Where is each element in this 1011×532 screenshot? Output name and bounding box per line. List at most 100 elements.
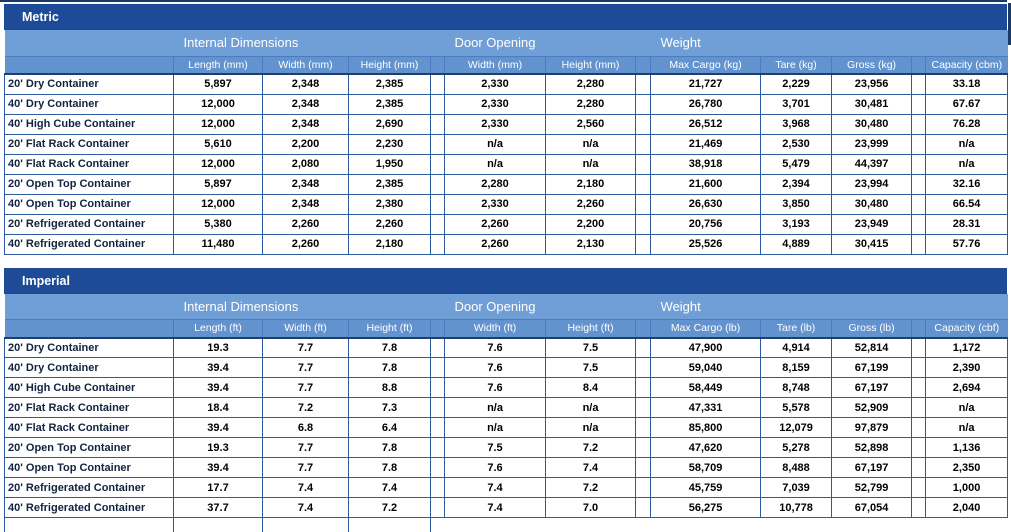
data-cell: 4,889	[760, 233, 833, 255]
column-header: Width (mm)	[444, 56, 546, 75]
table-row: 40' Refrigerated Container 11,480 2,260 2,1…	[4, 233, 1009, 255]
data-cell: 6.4	[347, 417, 432, 438]
gap-cell	[635, 437, 652, 458]
column-header-spacer	[4, 56, 174, 75]
data-cell: 2,560	[545, 113, 637, 135]
table-row: 20' Flat Rack Container 5,610 2,200 2,230 n/…	[4, 133, 1009, 155]
data-cell: 3,701	[760, 93, 833, 115]
data-cell: 11,480	[173, 233, 263, 255]
row-label: 40' High Cube Container	[4, 113, 174, 135]
table-row: 40' Dry Container 39.4 7.7 7.8 7.6 7.5 59,040 8…	[4, 357, 1009, 378]
gap-cell	[635, 457, 652, 478]
gap-cell	[635, 133, 652, 155]
group-header: Internal Dimensions	[173, 30, 431, 57]
data-cell: 7.7	[262, 377, 349, 398]
data-cell: 2,350	[925, 457, 1009, 478]
data-cell: 47,620	[650, 437, 762, 458]
data-cell: 2,394	[760, 173, 833, 195]
data-cell: 1,950	[347, 153, 432, 175]
data-cell: 38,918	[650, 153, 762, 175]
gap-cell	[911, 213, 927, 235]
data-cell: 7.8	[347, 457, 432, 478]
column-header: Height (mm)	[545, 56, 636, 75]
data-cell: 2,390	[925, 357, 1009, 378]
data-cell: n/a	[545, 417, 637, 438]
column-gap-cell	[911, 56, 926, 75]
table-row: 40' Refrigerated Container 37.7 7.4 7.2 7.4 7…	[4, 497, 1009, 518]
cutoff-cell	[262, 517, 349, 532]
table-row: 20' Refrigerated Container 17.7 7.4 7.4 7.4 7…	[4, 477, 1009, 498]
data-cell: 7.5	[545, 337, 637, 358]
data-cell: 2,200	[545, 213, 637, 235]
gap-cell	[430, 437, 446, 458]
row-label: 20' Flat Rack Container	[4, 397, 174, 418]
gap-cell	[635, 377, 652, 398]
gap-cell	[911, 357, 927, 378]
data-cell: 7.2	[262, 397, 349, 418]
gap-cell	[430, 377, 446, 398]
data-cell: 39.4	[173, 357, 263, 378]
column-header: Gross (lb)	[831, 319, 912, 339]
data-cell: 2,200	[262, 133, 349, 155]
gap-cell	[635, 153, 652, 175]
column-header: Width (ft)	[262, 319, 349, 339]
data-cell: 5,897	[173, 173, 263, 195]
data-cell: 2,330	[444, 73, 547, 95]
data-cell: 2,348	[262, 93, 349, 115]
column-header-row: Length (ft) Width (ft) Height (ft) Width (f…	[4, 319, 1008, 339]
data-cell: 76.28	[925, 113, 1009, 135]
data-cell: 59,040	[650, 357, 762, 378]
data-cell: n/a	[925, 417, 1009, 438]
data-cell: 1,136	[925, 437, 1009, 458]
group-header-row: Internal Dimensions Door Opening Weight	[4, 293, 1008, 320]
data-cell: 2,690	[347, 113, 432, 135]
data-cell: 66.54	[925, 193, 1009, 215]
data-cell: 5,897	[173, 73, 263, 95]
data-cell: 2,040	[925, 497, 1009, 518]
data-cell: n/a	[444, 417, 547, 438]
group-gap-cell	[911, 293, 926, 320]
data-cell: 7.7	[262, 437, 349, 458]
data-cell: 2,348	[262, 173, 349, 195]
gap-cell	[635, 213, 652, 235]
data-cell: 7.6	[444, 337, 547, 358]
table-row: 20' Open Top Container 19.3 7.7 7.8 7.5 7.2 47…	[4, 437, 1009, 458]
data-cell: 7.4	[347, 477, 432, 498]
data-cell: 12,000	[173, 153, 263, 175]
data-cell: 30,480	[831, 193, 913, 215]
data-cell: 7.8	[347, 437, 432, 458]
gap-cell	[911, 73, 927, 95]
container-spec-sheet: Metric Internal Dimensions Door Opening Wei…	[4, 4, 1009, 532]
gap-cell	[635, 397, 652, 418]
data-cell: n/a	[444, 133, 547, 155]
table-title-bar-metric: Metric	[4, 4, 1007, 30]
data-cell: 7.7	[262, 337, 349, 358]
gap-cell	[635, 477, 652, 498]
gap-cell	[911, 133, 927, 155]
group-gap-cell	[430, 293, 445, 320]
gap-cell	[911, 93, 927, 115]
row-label: 20' Dry Container	[4, 337, 174, 358]
row-label: 20' Open Top Container	[4, 173, 174, 195]
gap-cell	[430, 93, 446, 115]
data-cell: 58,449	[650, 377, 762, 398]
data-cell: 17.7	[173, 477, 263, 498]
data-cell: 5,380	[173, 213, 263, 235]
column-header: Tare (kg)	[760, 56, 832, 75]
group-gap-cell	[635, 293, 651, 320]
data-cell: n/a	[925, 397, 1009, 418]
data-cell: 26,512	[650, 113, 762, 135]
data-cell: 20,756	[650, 213, 762, 235]
data-cell: 85,800	[650, 417, 762, 438]
gap-cell	[911, 397, 927, 418]
data-cell: 7.8	[347, 337, 432, 358]
gap-cell	[430, 417, 446, 438]
gap-cell	[635, 173, 652, 195]
data-cell: 23,956	[831, 73, 913, 95]
data-cell: 5,278	[760, 437, 833, 458]
group-header: Weight	[650, 30, 912, 57]
data-cell: 5,479	[760, 153, 833, 175]
data-cell: 58,709	[650, 457, 762, 478]
group-header: Door Opening	[444, 293, 636, 320]
data-cell: 12,000	[173, 193, 263, 215]
